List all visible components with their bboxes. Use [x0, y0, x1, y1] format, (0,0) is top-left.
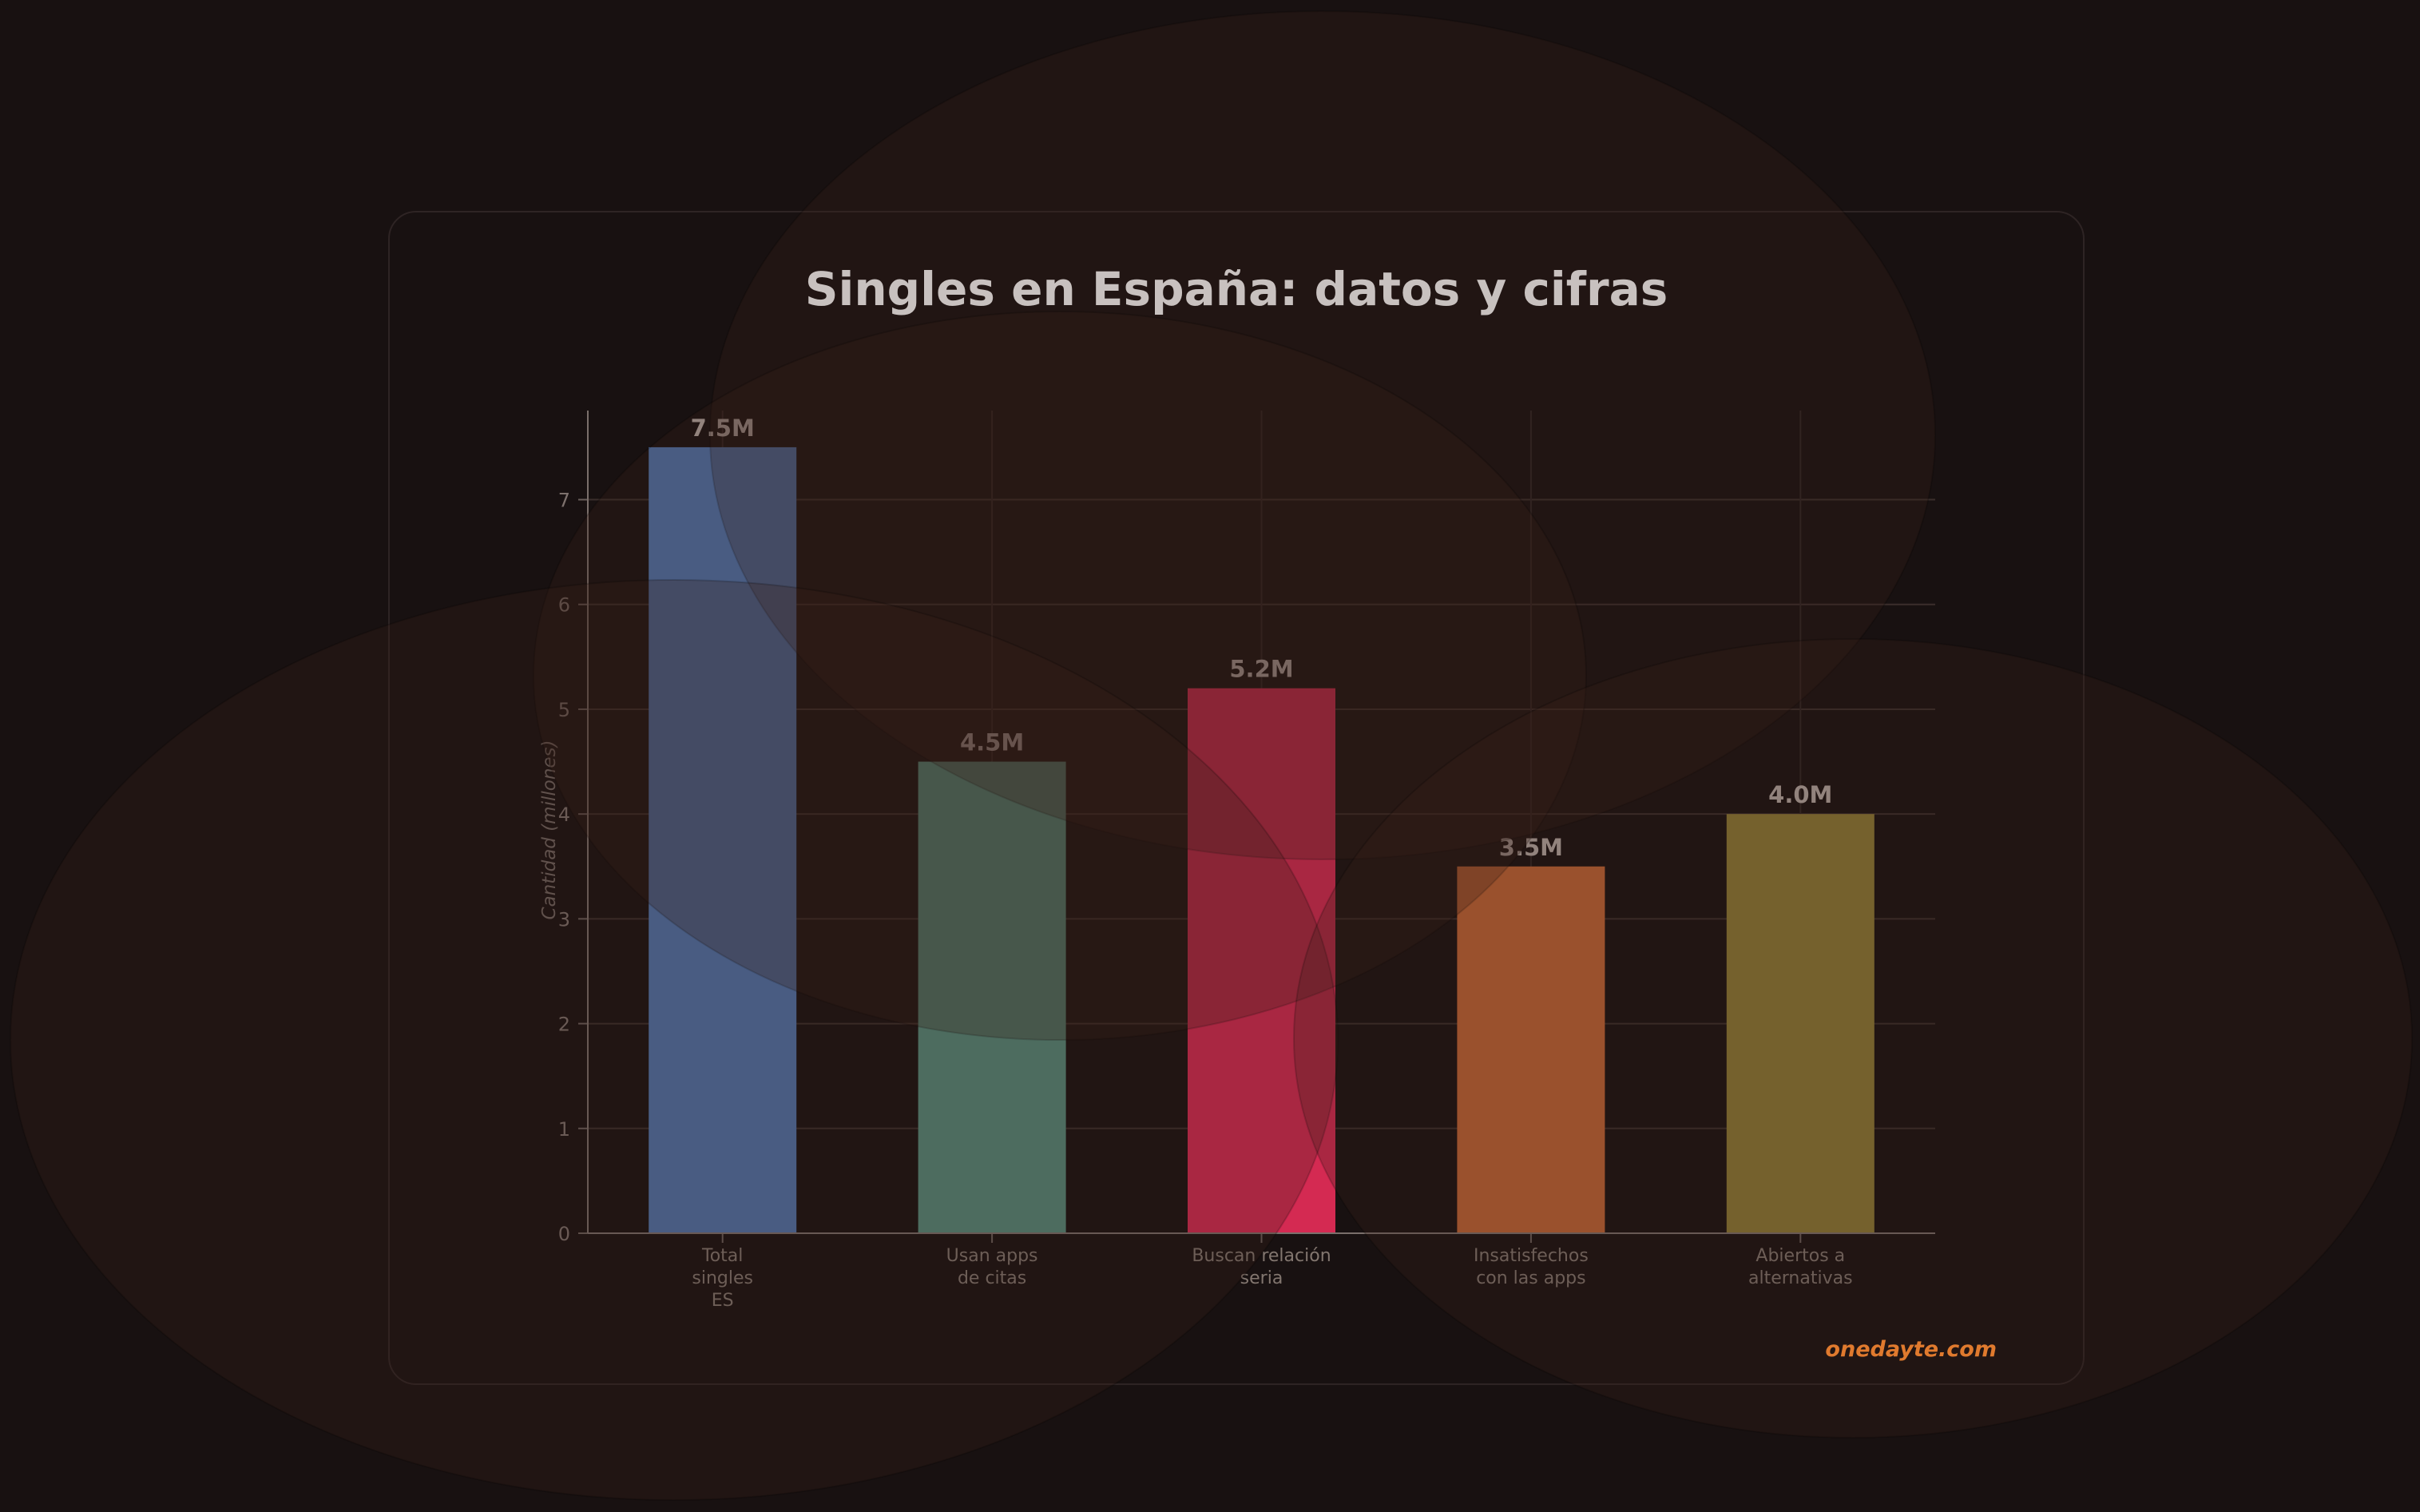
data-label: 4.0M	[1768, 781, 1832, 808]
data-label: 7.5M	[691, 415, 755, 442]
x-tick-label: Buscan relación seria	[1192, 1246, 1331, 1288]
x-tick-label-line: con las apps	[1476, 1268, 1585, 1288]
chart-title: Singles en España: datos y cifras	[805, 262, 1668, 316]
x-tick-label-line: ES	[712, 1291, 734, 1311]
bar	[918, 761, 1066, 1233]
x-tick-label-line: Total	[701, 1246, 743, 1266]
x-tick-label-line: seria	[1240, 1268, 1283, 1288]
x-tick-label: Insatisfechos con las apps	[1474, 1246, 1589, 1288]
x-tick-label-line: Abiertos a	[1755, 1246, 1845, 1266]
y-tick-label: 4	[558, 804, 570, 826]
x-tick-label-line: Usan apps	[946, 1246, 1038, 1266]
background-ellipse	[10, 579, 1339, 1501]
x-tick-label-line: Buscan relación	[1192, 1246, 1331, 1266]
bar	[1457, 866, 1605, 1233]
y-tick-label: 1	[558, 1118, 570, 1141]
x-tick-label-line: singles	[692, 1268, 753, 1288]
data-label: 5.2M	[1229, 656, 1293, 683]
data-label: 3.5M	[1499, 834, 1563, 861]
background-ellipse	[533, 311, 1587, 1041]
x-tick-label: Abiertos a alternativas	[1748, 1246, 1853, 1288]
y-tick-label: 7	[558, 490, 570, 512]
data-label: 4.5M	[960, 729, 1024, 756]
y-tick-label: 6	[558, 594, 570, 617]
y-tick-label: 3	[558, 908, 570, 931]
x-tick-label-line: Insatisfechos	[1474, 1246, 1589, 1266]
watermark: onedayte.com	[1825, 1337, 1997, 1362]
chart-card	[388, 211, 2085, 1385]
y-tick-label: 5	[558, 699, 570, 721]
bar	[1188, 688, 1335, 1233]
x-tick-label-line: de citas	[958, 1268, 1026, 1288]
y-tick-label: 0	[558, 1223, 570, 1245]
y-tick-label: 2	[558, 1014, 570, 1036]
bar	[649, 446, 797, 1233]
background-ellipse	[1293, 638, 2413, 1439]
x-tick-label: Usan apps de citas	[946, 1246, 1038, 1288]
background-ellipse	[709, 10, 1936, 860]
x-tick-label-line: alternativas	[1748, 1268, 1853, 1288]
x-tick-label: Total singles ES	[692, 1246, 753, 1311]
y-axis-label: Cantidad (millones)	[539, 740, 560, 919]
bar	[1726, 814, 1875, 1233]
